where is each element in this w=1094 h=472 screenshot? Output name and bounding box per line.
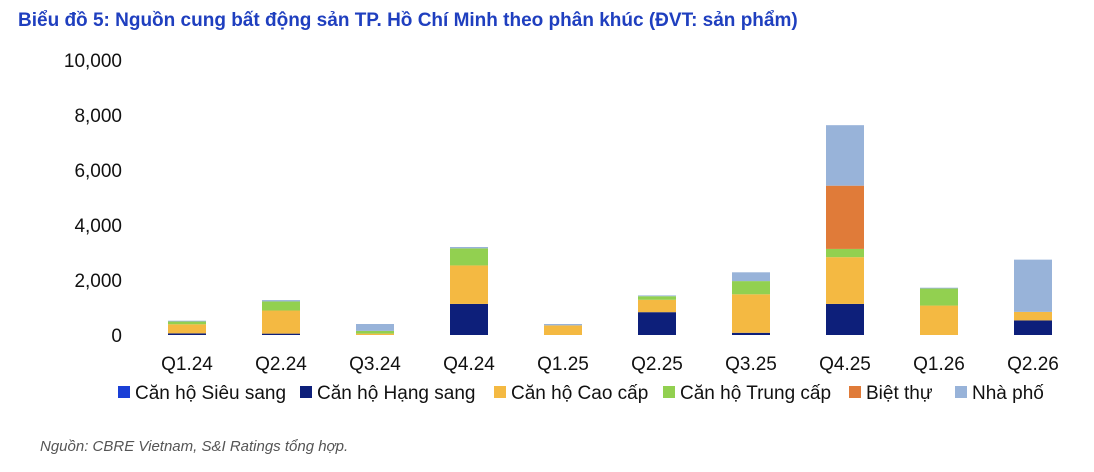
bar-segment	[168, 320, 206, 322]
bar-segment	[826, 303, 864, 335]
y-tick-label: 0	[111, 326, 122, 347]
x-tick-label: Q1.24	[161, 354, 213, 375]
bar-segment	[1014, 311, 1052, 321]
legend-label: Căn hộ Siêu sang	[135, 383, 286, 404]
x-tick-label: Q2.25	[631, 354, 683, 375]
y-tick-label: 10,000	[64, 51, 122, 72]
bar-segment	[826, 257, 864, 304]
bar-segment	[168, 324, 206, 334]
x-tick-label: Q4.25	[819, 354, 871, 375]
bar-segment	[1014, 320, 1052, 335]
source-note: Nguồn: CBRE Vietnam, S&I Ratings tổng hợ…	[40, 438, 349, 455]
bar-segment	[356, 330, 394, 334]
bar-segment	[262, 333, 300, 335]
legend-label: Biệt thự	[866, 383, 933, 404]
bar-segment	[356, 333, 394, 335]
bar-segment	[732, 272, 770, 282]
bar-segment	[920, 305, 958, 335]
bar-segment	[262, 310, 300, 334]
bar-segment	[1014, 259, 1052, 312]
y-tick-label: 8,000	[74, 106, 122, 127]
x-tick-label: Q3.24	[349, 354, 401, 375]
x-tick-label: Q1.25	[537, 354, 589, 375]
legend-swatch	[663, 386, 675, 398]
bar-segment	[450, 248, 488, 266]
chart-title: Biểu đồ 5: Nguồn cung bất động sản TP. H…	[18, 10, 798, 31]
legend-swatch	[300, 386, 312, 398]
legend-swatch	[849, 386, 861, 398]
bar-segment	[450, 247, 488, 249]
bar-segment	[450, 303, 488, 335]
bar-segment	[262, 300, 300, 302]
x-tick-label: Q1.26	[913, 354, 965, 375]
legend-swatch	[955, 386, 967, 398]
bar-segment	[732, 332, 770, 335]
bar-segment	[732, 294, 770, 333]
bar-segment	[356, 324, 394, 331]
bar-segment	[638, 299, 676, 313]
bar-segment	[638, 295, 676, 297]
x-tick-label: Q2.24	[255, 354, 307, 375]
bar-stacks	[168, 125, 1052, 335]
bar-segment	[638, 312, 676, 335]
bar-segment	[168, 333, 206, 335]
bar-segment	[544, 325, 582, 335]
x-tick-label: Q2.26	[1007, 354, 1059, 375]
bar-segment	[638, 296, 676, 300]
bar-segment	[826, 125, 864, 186]
bar-segment	[168, 321, 206, 325]
bar-segment	[450, 265, 488, 304]
y-tick-label: 2,000	[74, 271, 122, 292]
legend-label: Nhà phố	[972, 383, 1044, 404]
y-tick-label: 4,000	[74, 216, 122, 237]
bar-segment	[826, 185, 864, 249]
bar-segment	[544, 324, 582, 326]
bar-segment	[920, 287, 958, 289]
y-axis: 0 2,000 4,000 6,000 8,000 10,000	[64, 51, 122, 347]
legend: Căn hộ Siêu sang Căn hộ Hạng sang Căn hộ C…	[118, 383, 1044, 404]
legend-swatch	[118, 386, 130, 398]
legend-label: Căn hộ Cao cấp	[511, 383, 648, 404]
legend-label: Căn hộ Hạng sang	[317, 383, 475, 404]
bar-segment	[920, 288, 958, 306]
bar-segment	[826, 248, 864, 258]
x-axis: Q1.24 Q2.24 Q3.24 Q4.24 Q1.25 Q2.25 Q3.25 Q4.25…	[161, 354, 1059, 375]
x-tick-label: Q3.25	[725, 354, 777, 375]
legend-swatch	[494, 386, 506, 398]
x-tick-label: Q4.24	[443, 354, 495, 375]
bar-segment	[732, 281, 770, 295]
y-tick-label: 6,000	[74, 161, 122, 182]
bar-segment	[262, 301, 300, 311]
legend-label: Căn hộ Trung cấp	[680, 383, 831, 404]
